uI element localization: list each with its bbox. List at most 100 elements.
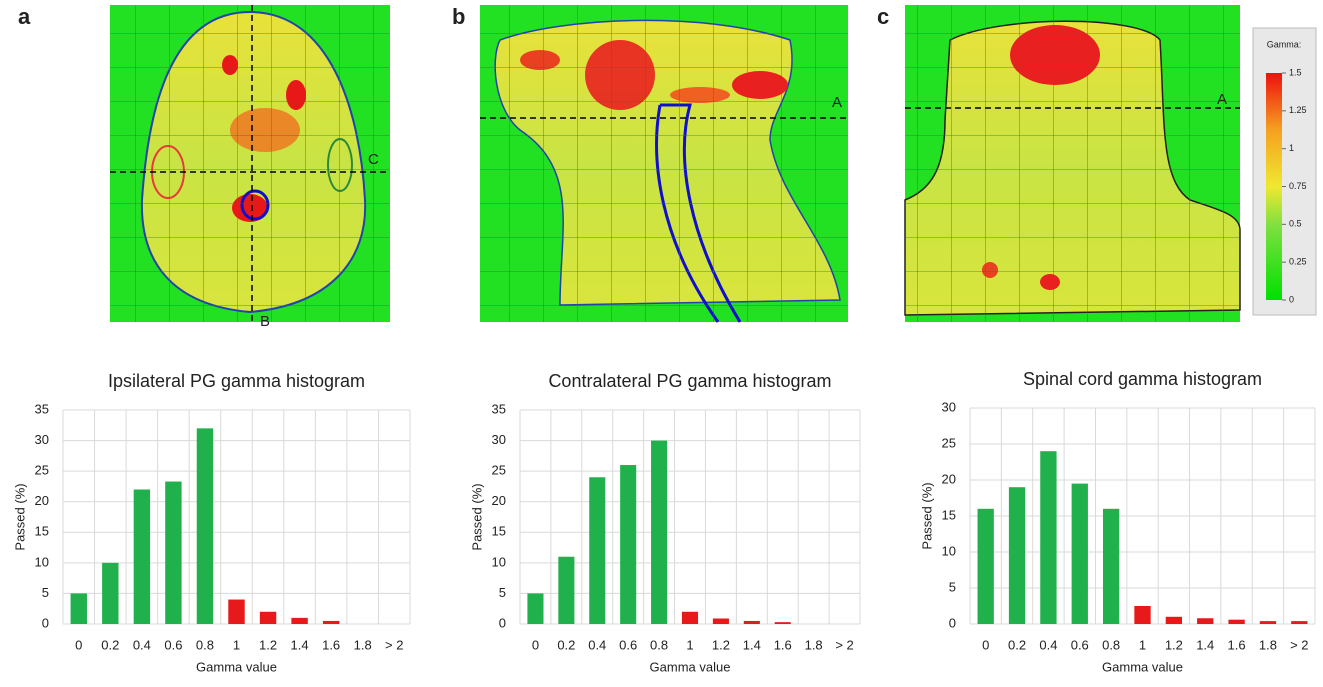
x-tick-label: 1.4 [291, 637, 309, 652]
x-tick-label: 0 [75, 637, 82, 652]
gamma-map-sagittal [480, 5, 848, 322]
y-tick-label: 5 [499, 585, 506, 600]
bar [1103, 509, 1119, 624]
bar [1072, 484, 1088, 624]
bar [1009, 487, 1025, 624]
x-tick-label: 1 [1139, 637, 1146, 652]
bar [291, 618, 307, 624]
bar [1291, 621, 1307, 624]
x-tick-label: 0.4 [1039, 637, 1057, 652]
x-tick-label: 1.8 [354, 637, 372, 652]
bar [1040, 451, 1056, 624]
x-tick-label: 0.8 [196, 637, 214, 652]
y-tick-label: 35 [35, 401, 49, 416]
bar [1166, 617, 1182, 624]
x-tick-label: 1.6 [322, 637, 340, 652]
x-tick-label: 0.2 [1008, 637, 1026, 652]
x-tick-label: 1.4 [743, 637, 761, 652]
x-tick-label: > 2 [1290, 637, 1308, 652]
x-axis-label: Gamma value [196, 659, 277, 674]
x-tick-label: 0.2 [101, 637, 119, 652]
x-tick-label: 0.8 [650, 637, 668, 652]
colorbar-tick-label: 1.5 [1289, 67, 1302, 77]
map-label: C [368, 151, 379, 168]
bar [558, 557, 574, 624]
x-tick-label: 0.8 [1102, 637, 1120, 652]
bar [620, 465, 636, 624]
x-tick-label: > 2 [385, 637, 403, 652]
x-tick-label: 0.4 [588, 637, 606, 652]
bar [323, 621, 339, 624]
colorbar-tick-label: 0.5 [1289, 219, 1302, 229]
x-tick-label: 0 [982, 637, 989, 652]
colorbar-title: Gamma: [1267, 39, 1302, 49]
x-tick-label: 0.6 [1071, 637, 1089, 652]
y-tick-label: 10 [492, 554, 506, 569]
x-tick-label: 1.6 [1228, 637, 1246, 652]
bar [978, 509, 994, 624]
map-label: B [260, 313, 270, 330]
y-tick-label: 0 [42, 615, 49, 630]
x-tick-label: 1.2 [712, 637, 730, 652]
x-tick-label: 0.2 [557, 637, 575, 652]
y-axis-label: Passed (%) [469, 483, 484, 550]
map-label: A [1217, 91, 1227, 108]
panel-label: c [877, 4, 889, 29]
y-tick-label: 25 [35, 463, 49, 478]
bar [775, 622, 791, 624]
x-tick-label: > 2 [835, 637, 853, 652]
y-tick-label: 15 [35, 524, 49, 539]
y-tick-label: 20 [35, 493, 49, 508]
y-tick-label: 5 [949, 579, 956, 594]
bar [71, 593, 87, 624]
colorbar-tick-label: 1 [1289, 143, 1294, 153]
x-tick-label: 1.2 [259, 637, 277, 652]
colorbar-tick-label: 0.75 [1289, 181, 1307, 191]
bar [527, 593, 543, 624]
y-tick-label: 30 [492, 432, 506, 447]
panel-label: a [18, 4, 31, 29]
chart-title: Spinal cord gamma histogram [1023, 369, 1262, 389]
y-tick-label: 5 [42, 585, 49, 600]
x-tick-label: 1.4 [1196, 637, 1214, 652]
y-tick-label: 30 [35, 432, 49, 447]
y-tick-label: 0 [949, 615, 956, 630]
y-tick-label: 15 [492, 524, 506, 539]
y-axis-label: Passed (%) [12, 483, 27, 550]
bar [197, 428, 213, 624]
y-tick-label: 20 [492, 493, 506, 508]
y-tick-label: 25 [942, 435, 956, 450]
x-tick-label: 0.4 [133, 637, 151, 652]
bar [1228, 620, 1244, 624]
colorbar-frame [1253, 28, 1316, 315]
panel-label: b [452, 4, 465, 29]
x-tick-label: 0.6 [619, 637, 637, 652]
bar [651, 441, 667, 624]
bar [589, 477, 605, 624]
bar [744, 621, 760, 624]
bar [1260, 621, 1276, 624]
gamma-map-coronal [905, 5, 1240, 322]
bar [260, 612, 276, 624]
bar [682, 612, 698, 624]
chart-title: Ipsilateral PG gamma histogram [108, 371, 365, 391]
colorbar-tick-label: 0 [1289, 294, 1294, 304]
x-tick-label: 1.8 [1259, 637, 1277, 652]
colorbar-tick-label: 0.25 [1289, 257, 1307, 267]
x-axis-label: Gamma value [650, 659, 731, 674]
bar [228, 600, 244, 624]
y-tick-label: 35 [492, 401, 506, 416]
x-tick-label: 0.6 [164, 637, 182, 652]
y-tick-label: 10 [942, 543, 956, 558]
y-tick-label: 25 [492, 463, 506, 478]
y-tick-label: 15 [942, 507, 956, 522]
figure: a b c C B A A Gamma: 00.250.50.7511.251.… [0, 0, 1323, 682]
colorbar [1266, 73, 1282, 300]
y-tick-label: 0 [499, 615, 506, 630]
x-axis-label: Gamma value [1102, 659, 1183, 674]
x-tick-label: 1.8 [805, 637, 823, 652]
bar [134, 489, 150, 624]
x-tick-label: 1 [233, 637, 240, 652]
y-tick-label: 20 [942, 471, 956, 486]
bar [102, 563, 118, 624]
